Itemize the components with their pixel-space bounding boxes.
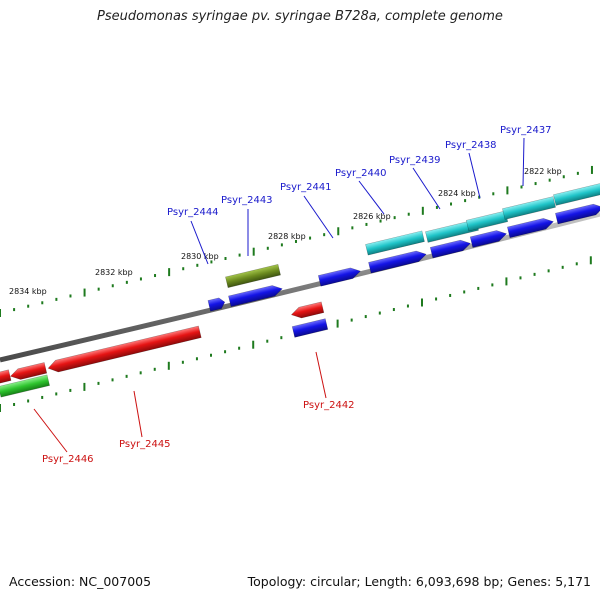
callout-psyr-2442 — [315, 351, 327, 399]
cds-reverse — [47, 325, 202, 373]
cds-reverse — [290, 301, 325, 319]
scale-ruler — [0, 165, 593, 412]
cog-bar — [365, 230, 425, 256]
map-title: Pseudomonas syringae pv. syringae B728a,… — [97, 9, 503, 24]
callout-psyr-2444 — [190, 220, 209, 265]
cds-forward — [368, 250, 427, 274]
scale-label-2832: 2832 kbp — [95, 268, 133, 277]
scale-label-2834: 2834 kbp — [9, 287, 47, 296]
gene-label-psyr-2442: Psyr_2442 — [303, 400, 355, 411]
scale-labels: 2834 kbp 2832 kbp 2830 kbp 2828 kbp 2826… — [9, 167, 562, 296]
callout-psyr-2441 — [303, 195, 334, 239]
cds-forward — [317, 267, 361, 287]
cds-forward — [228, 285, 283, 307]
scale-label-2824: 2824 kbp — [438, 189, 476, 198]
scale-label-2828: 2828 kbp — [268, 232, 306, 241]
cog-bar — [225, 264, 281, 288]
cds-forward — [207, 297, 226, 312]
callout-psyr-2439 — [412, 167, 441, 210]
cog-bar — [502, 196, 556, 220]
callout-psyr-2440 — [358, 180, 385, 215]
cds-forward — [429, 239, 471, 259]
cds-forward — [291, 318, 329, 338]
gene-label-psyr-2440: Psyr_2440 — [335, 168, 387, 179]
gene-label-psyr-2443: Psyr_2443 — [221, 195, 273, 206]
gene-label-psyr-2444: Psyr_2444 — [167, 207, 219, 218]
scale-label-2830: 2830 kbp — [181, 252, 219, 261]
cds-forward — [507, 218, 554, 239]
cog-bar — [553, 182, 600, 206]
gene-label-psyr-2438: Psyr_2438 — [445, 140, 497, 151]
cds-reverse — [0, 369, 12, 384]
gene-label-psyr-2446: Psyr_2446 — [42, 454, 94, 465]
callout-psyr-2445 — [133, 390, 143, 438]
gene-label-psyr-2445: Psyr_2445 — [119, 439, 171, 450]
callout-psyr-2446 — [33, 408, 68, 453]
callout-psyr-2438 — [468, 152, 481, 199]
cog-bar — [0, 374, 50, 398]
gene-label-psyr-2437: Psyr_2437 — [500, 125, 552, 136]
callout-psyr-2437 — [522, 137, 525, 187]
cds-reverse — [10, 362, 48, 380]
scale-label-2826: 2826 kbp — [353, 212, 391, 221]
scale-label-2822: 2822 kbp — [524, 167, 562, 176]
cds-forward — [469, 230, 507, 248]
genome-stats-text: Topology: circular; Length: 6,093,698 bp… — [247, 574, 591, 589]
cog-bar — [465, 210, 509, 232]
gene-label-psyr-2441: Psyr_2441 — [280, 182, 332, 193]
cog-bar — [425, 219, 479, 243]
accession-text: Accession: NC_007005 — [9, 574, 152, 589]
gene-label-psyr-2439: Psyr_2439 — [389, 155, 441, 166]
